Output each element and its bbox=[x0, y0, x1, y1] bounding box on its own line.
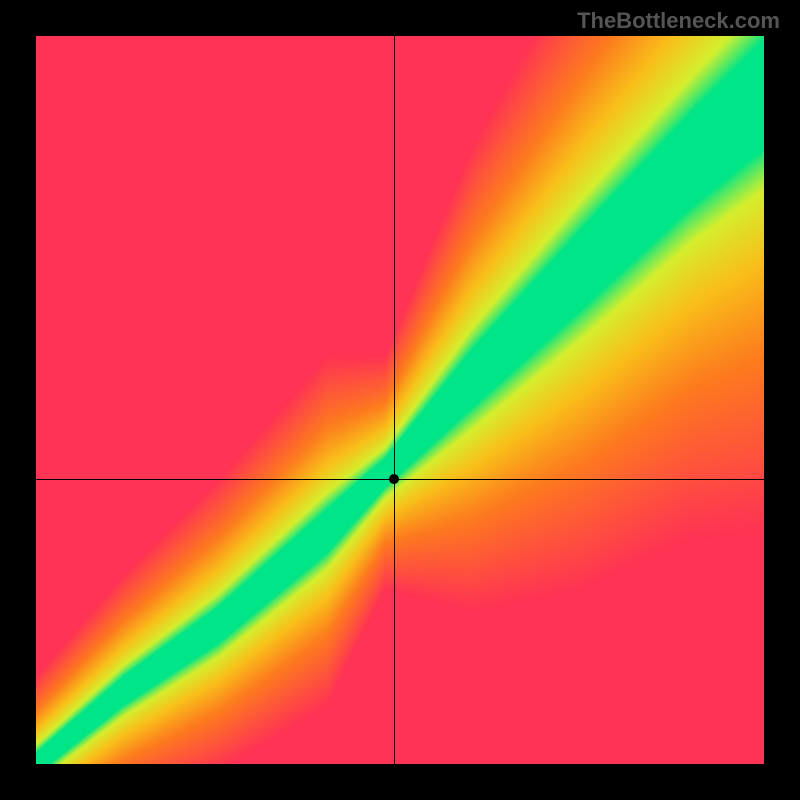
crosshair-vertical bbox=[394, 36, 395, 764]
watermark-text: TheBottleneck.com bbox=[577, 8, 780, 34]
heatmap-plot-area bbox=[36, 36, 764, 764]
crosshair-marker bbox=[389, 474, 399, 484]
heatmap-canvas bbox=[36, 36, 764, 764]
crosshair-horizontal bbox=[36, 479, 764, 480]
